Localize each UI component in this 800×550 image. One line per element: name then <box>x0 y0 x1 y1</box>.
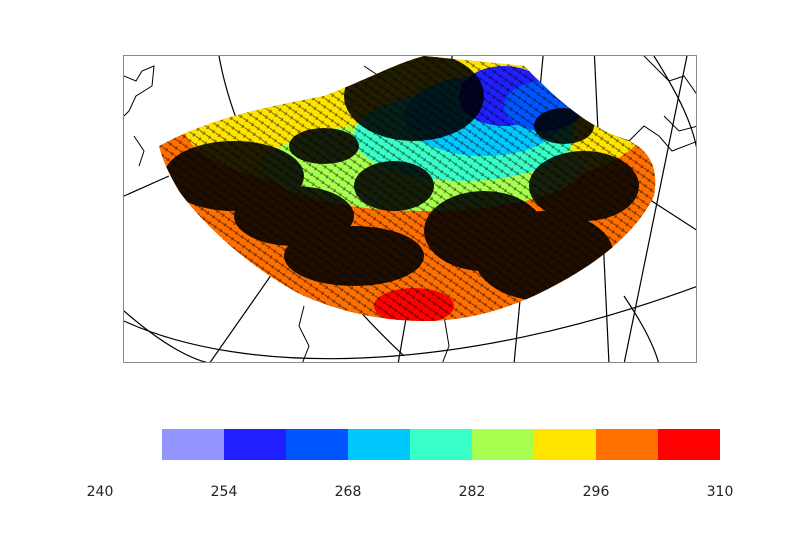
colorbar-tick-label: 268 <box>334 484 362 500</box>
colorbar-cell <box>162 429 224 460</box>
temperature-field <box>159 56 656 321</box>
colorbar-tick-label: 296 <box>582 484 610 500</box>
colorbar <box>162 429 720 460</box>
colorbar-cell <box>534 429 596 460</box>
colorbar-cell <box>410 429 472 460</box>
colorbar-tick-label: 254 <box>210 484 238 500</box>
colorbar-cell <box>596 429 658 460</box>
colorbar-cell <box>472 429 534 460</box>
colorbar-tick-labels: 240 254 268 282 296 310 <box>0 484 800 504</box>
colorbar-tick-label: 240 <box>86 484 114 500</box>
colorbar-cell <box>286 429 348 460</box>
temperature-map <box>124 56 696 362</box>
colorbar-tick-label: 310 <box>706 484 734 500</box>
colorbar-cell <box>658 429 720 460</box>
map-panel <box>123 55 697 363</box>
colorbar-cell <box>348 429 410 460</box>
colorbar-cell <box>224 429 286 460</box>
colorbar-tick-label: 282 <box>458 484 486 500</box>
